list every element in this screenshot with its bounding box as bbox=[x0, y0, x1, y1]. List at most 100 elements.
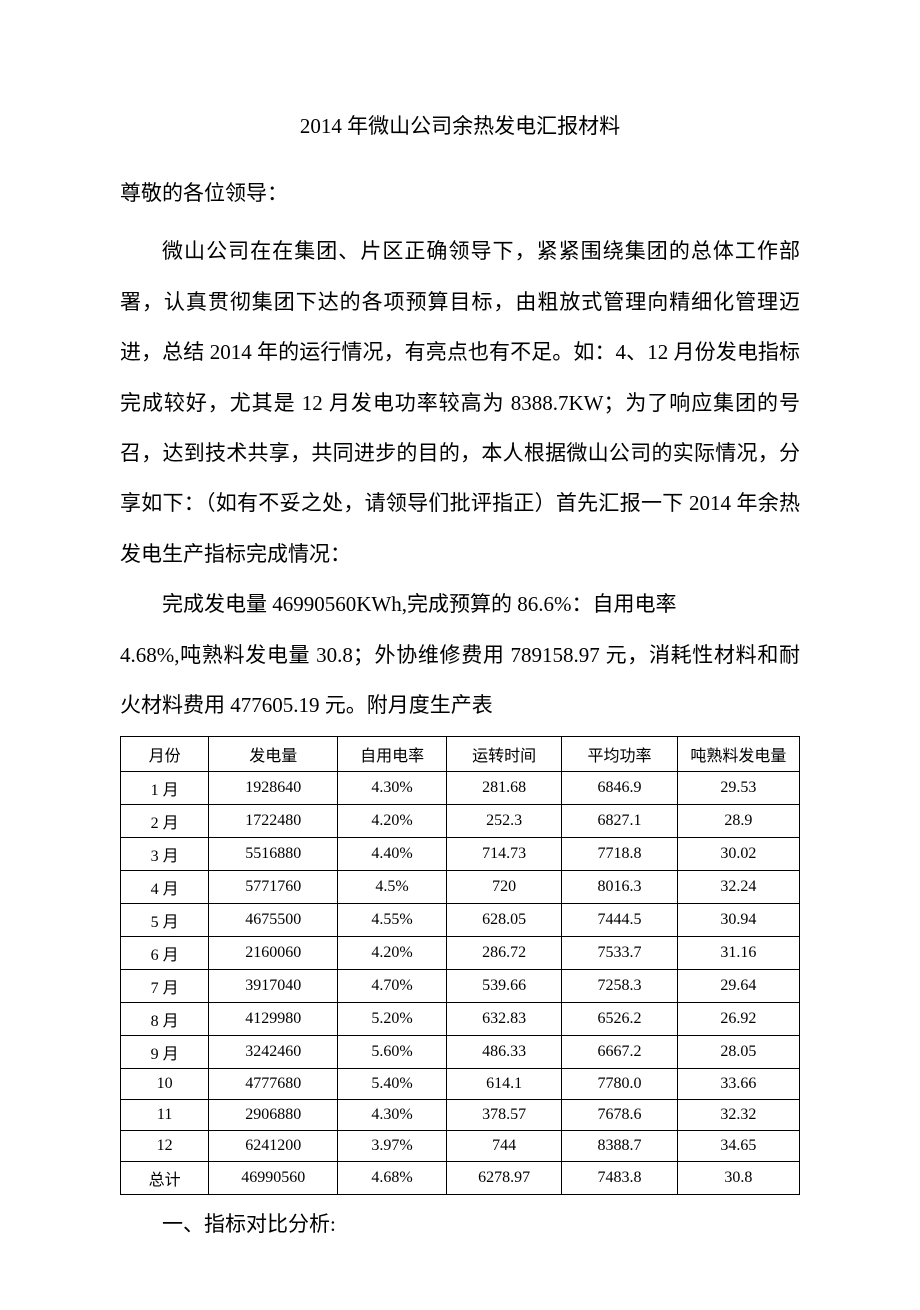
table-cell: 5.40% bbox=[338, 1069, 447, 1100]
table-cell: 286.72 bbox=[446, 937, 561, 970]
table-cell: 29.53 bbox=[677, 772, 799, 805]
table-row: 1047776805.40%614.17780.033.66 bbox=[121, 1069, 800, 1100]
table-cell: 6846.9 bbox=[562, 772, 677, 805]
table-cell: 33.66 bbox=[677, 1069, 799, 1100]
table-cell: 26.92 bbox=[677, 1003, 799, 1036]
table-cell: 7718.8 bbox=[562, 838, 677, 871]
table-cell: 486.33 bbox=[446, 1036, 561, 1069]
table-cell: 4129980 bbox=[209, 1003, 338, 1036]
table-cell: 6278.97 bbox=[446, 1162, 561, 1195]
section-1-heading: 一、指标对比分析: bbox=[120, 1199, 800, 1249]
table-cell: 10 bbox=[121, 1069, 209, 1100]
table-row: 3 月55168804.40%714.737718.830.02 bbox=[121, 838, 800, 871]
table-header-cell: 运转时间 bbox=[446, 737, 561, 772]
table-row: 6 月21600604.20%286.727533.731.16 bbox=[121, 937, 800, 970]
table-cell: 12 bbox=[121, 1131, 209, 1162]
table-cell: 7483.8 bbox=[562, 1162, 677, 1195]
table-cell: 总计 bbox=[121, 1162, 209, 1195]
intro-paragraph: 微山公司在在集团、片区正确领导下，紧紧围绕集团的总体工作部署，认真贯彻集团下达的… bbox=[120, 226, 800, 579]
table-row: 1 月19286404.30%281.686846.929.53 bbox=[121, 772, 800, 805]
production-table: 月份 发电量 自用电率 运转时间 平均功率 吨熟料发电量 1 月19286404… bbox=[120, 736, 800, 1195]
summary-line-1: 完成发电量 46990560KWh,完成预算的 86.6%：自用电率 bbox=[120, 579, 800, 629]
table-cell: 614.1 bbox=[446, 1069, 561, 1100]
table-cell: 744 bbox=[446, 1131, 561, 1162]
table-cell: 29.64 bbox=[677, 970, 799, 1003]
table-cell: 7780.0 bbox=[562, 1069, 677, 1100]
table-cell: 7533.7 bbox=[562, 937, 677, 970]
table-row: 1262412003.97%7448388.734.65 bbox=[121, 1131, 800, 1162]
table-cell: 46990560 bbox=[209, 1162, 338, 1195]
table-header-cell: 吨熟料发电量 bbox=[677, 737, 799, 772]
table-cell: 5516880 bbox=[209, 838, 338, 871]
table-cell: 28.05 bbox=[677, 1036, 799, 1069]
document-title: 2014 年微山公司余热发电汇报材料 bbox=[120, 110, 800, 140]
table-cell: 8 月 bbox=[121, 1003, 209, 1036]
table-header-cell: 月份 bbox=[121, 737, 209, 772]
table-cell: 4777680 bbox=[209, 1069, 338, 1100]
table-header-cell: 平均功率 bbox=[562, 737, 677, 772]
table-header-row: 月份 发电量 自用电率 运转时间 平均功率 吨熟料发电量 bbox=[121, 737, 800, 772]
table-row: 4 月57717604.5%7208016.332.24 bbox=[121, 871, 800, 904]
summary-line-2: 4.68%,吨熟料发电量 30.8；外协维修费用 789158.97 元，消耗性… bbox=[120, 630, 800, 731]
table-cell: 7 月 bbox=[121, 970, 209, 1003]
table-cell: 4.68% bbox=[338, 1162, 447, 1195]
table-cell: 30.02 bbox=[677, 838, 799, 871]
table-cell: 252.3 bbox=[446, 805, 561, 838]
table-cell: 30.94 bbox=[677, 904, 799, 937]
table-cell: 7258.3 bbox=[562, 970, 677, 1003]
table-cell: 9 月 bbox=[121, 1036, 209, 1069]
table-cell: 1722480 bbox=[209, 805, 338, 838]
table-head: 月份 发电量 自用电率 运转时间 平均功率 吨熟料发电量 bbox=[121, 737, 800, 772]
table-cell: 4675500 bbox=[209, 904, 338, 937]
salutation: 尊敬的各位领导： bbox=[120, 168, 800, 218]
table-cell: 32.24 bbox=[677, 871, 799, 904]
table-cell: 628.05 bbox=[446, 904, 561, 937]
table-cell: 4.5% bbox=[338, 871, 447, 904]
table-cell: 632.83 bbox=[446, 1003, 561, 1036]
table-row: 9 月32424605.60%486.336667.228.05 bbox=[121, 1036, 800, 1069]
table-cell: 3917040 bbox=[209, 970, 338, 1003]
table-cell: 4.20% bbox=[338, 805, 447, 838]
table-cell: 5.20% bbox=[338, 1003, 447, 1036]
table-cell: 4.40% bbox=[338, 838, 447, 871]
table-header-cell: 发电量 bbox=[209, 737, 338, 772]
table-cell: 4 月 bbox=[121, 871, 209, 904]
table-row: 5 月46755004.55%628.057444.530.94 bbox=[121, 904, 800, 937]
document-page: 2014 年微山公司余热发电汇报材料 尊敬的各位领导： 微山公司在在集团、片区正… bbox=[0, 0, 920, 1310]
table-row: 2 月17224804.20%252.36827.128.9 bbox=[121, 805, 800, 838]
table-cell: 6241200 bbox=[209, 1131, 338, 1162]
table-cell: 8388.7 bbox=[562, 1131, 677, 1162]
table-row: 总计469905604.68%6278.977483.830.8 bbox=[121, 1162, 800, 1195]
table-cell: 539.66 bbox=[446, 970, 561, 1003]
table-cell: 28.9 bbox=[677, 805, 799, 838]
table-header-cell: 自用电率 bbox=[338, 737, 447, 772]
table-cell: 2 月 bbox=[121, 805, 209, 838]
table-cell: 4.55% bbox=[338, 904, 447, 937]
table-cell: 5 月 bbox=[121, 904, 209, 937]
table-cell: 720 bbox=[446, 871, 561, 904]
table-cell: 5771760 bbox=[209, 871, 338, 904]
table-cell: 4.20% bbox=[338, 937, 447, 970]
table-cell: 7444.5 bbox=[562, 904, 677, 937]
table-cell: 1 月 bbox=[121, 772, 209, 805]
table-cell: 5.60% bbox=[338, 1036, 447, 1069]
table-cell: 8016.3 bbox=[562, 871, 677, 904]
table-cell: 7678.6 bbox=[562, 1100, 677, 1131]
table-cell: 4.30% bbox=[338, 772, 447, 805]
table-cell: 3 月 bbox=[121, 838, 209, 871]
table-cell: 31.16 bbox=[677, 937, 799, 970]
table-cell: 4.30% bbox=[338, 1100, 447, 1131]
table-cell: 3242460 bbox=[209, 1036, 338, 1069]
table-cell: 714.73 bbox=[446, 838, 561, 871]
table-cell: 6827.1 bbox=[562, 805, 677, 838]
table-cell: 281.68 bbox=[446, 772, 561, 805]
table-cell: 378.57 bbox=[446, 1100, 561, 1131]
table-cell: 30.8 bbox=[677, 1162, 799, 1195]
table-cell: 6667.2 bbox=[562, 1036, 677, 1069]
table-cell: 2160060 bbox=[209, 937, 338, 970]
table-cell: 6 月 bbox=[121, 937, 209, 970]
table-cell: 4.70% bbox=[338, 970, 447, 1003]
table-cell: 2906880 bbox=[209, 1100, 338, 1131]
table-cell: 32.32 bbox=[677, 1100, 799, 1131]
table-cell: 6526.2 bbox=[562, 1003, 677, 1036]
